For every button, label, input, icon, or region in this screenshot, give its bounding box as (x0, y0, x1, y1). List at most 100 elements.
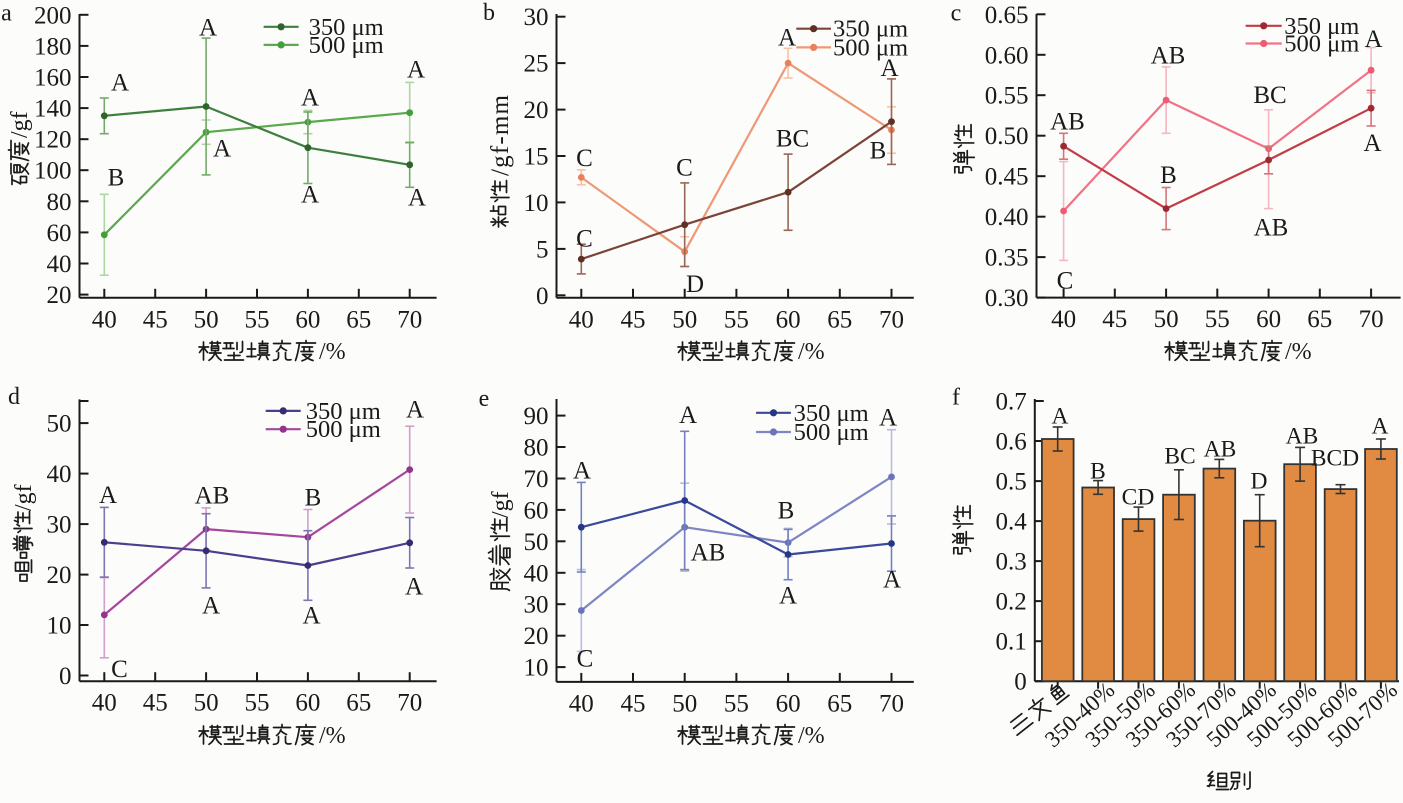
svg-text:BC: BC (1253, 82, 1286, 109)
svg-text:120: 120 (34, 127, 72, 154)
svg-text:AB: AB (195, 483, 230, 510)
svg-text:80: 80 (47, 189, 72, 216)
svg-text:0.6: 0.6 (996, 429, 1027, 456)
svg-text:0: 0 (1014, 669, 1027, 696)
svg-text:0.45: 0.45 (985, 164, 1029, 191)
svg-text:0: 0 (59, 663, 72, 690)
svg-text:60: 60 (776, 306, 801, 333)
svg-text:e: e (479, 386, 490, 412)
svg-text:50: 50 (194, 306, 219, 333)
svg-text:60: 60 (295, 306, 320, 333)
svg-text:A: A (405, 574, 423, 601)
svg-text:A: A (883, 567, 901, 594)
svg-text:A: A (111, 70, 129, 97)
svg-text:A: A (778, 25, 796, 52)
svg-text:0.65: 0.65 (985, 2, 1029, 29)
svg-text:CD: CD (1122, 485, 1155, 511)
svg-text:A: A (301, 182, 319, 209)
svg-text:140: 140 (34, 96, 72, 123)
svg-text:0.55: 0.55 (985, 83, 1029, 110)
svg-text:70: 70 (879, 690, 904, 717)
svg-text:A: A (99, 482, 117, 509)
svg-text:40: 40 (92, 306, 117, 333)
svg-text:45: 45 (621, 306, 646, 333)
svg-text:50: 50 (672, 690, 697, 717)
svg-text:A: A (302, 603, 320, 630)
svg-text:5: 5 (536, 236, 549, 263)
svg-text:B: B (778, 498, 795, 525)
svg-text:50: 50 (47, 411, 72, 438)
svg-text:70: 70 (1359, 306, 1384, 333)
svg-text:BCD: BCD (1311, 446, 1359, 472)
svg-text:500 μm: 500 μm (833, 34, 908, 61)
svg-text:45: 45 (1102, 306, 1127, 333)
svg-text:500 μm: 500 μm (306, 416, 381, 443)
svg-text:50: 50 (672, 306, 697, 333)
svg-text:65: 65 (1307, 306, 1332, 333)
svg-text:b: b (483, 0, 495, 26)
svg-text:60: 60 (47, 220, 72, 247)
svg-text:350 μm: 350 μm (1284, 13, 1359, 40)
svg-text:A: A (407, 57, 425, 84)
svg-text:20: 20 (47, 562, 72, 589)
svg-text:60: 60 (295, 690, 320, 717)
svg-text:65: 65 (827, 306, 852, 333)
svg-text:40: 40 (1051, 306, 1076, 333)
svg-text:C: C (676, 155, 693, 182)
svg-text:50: 50 (1154, 306, 1179, 333)
svg-text:AB: AB (1254, 215, 1289, 242)
svg-text:0.1: 0.1 (996, 629, 1027, 656)
svg-text:A: A (573, 458, 591, 485)
svg-text:C: C (111, 656, 128, 683)
svg-text:A: A (779, 583, 797, 610)
svg-text:90: 90 (524, 403, 549, 430)
svg-text:AB: AB (1286, 424, 1319, 450)
svg-text:70: 70 (524, 466, 549, 493)
svg-text:d: d (8, 384, 20, 410)
svg-text:B: B (1090, 459, 1106, 485)
svg-text:20: 20 (524, 623, 549, 650)
svg-text:70: 70 (879, 306, 904, 333)
svg-text:A: A (408, 185, 426, 212)
svg-text:A: A (880, 55, 898, 82)
svg-text:C: C (1057, 268, 1074, 295)
svg-text:25: 25 (524, 51, 549, 78)
svg-text:65: 65 (346, 690, 371, 717)
svg-text:f: f (952, 385, 960, 411)
svg-text:D: D (686, 271, 704, 298)
svg-text:/%: /% (1285, 339, 1312, 365)
svg-text:A: A (213, 136, 231, 163)
svg-text:0.30: 0.30 (985, 285, 1029, 312)
svg-text:/%: /% (798, 339, 825, 365)
svg-text:15: 15 (524, 144, 549, 171)
svg-text:40: 40 (92, 690, 117, 717)
svg-text:30: 30 (524, 4, 549, 31)
svg-text:50: 50 (524, 529, 549, 556)
svg-text:C: C (576, 145, 593, 172)
svg-text:500 μm: 500 μm (1284, 31, 1359, 58)
svg-text:60: 60 (1256, 306, 1281, 333)
svg-text:160: 160 (34, 65, 72, 92)
svg-text:A: A (679, 402, 697, 429)
svg-text:200: 200 (34, 2, 72, 29)
svg-text:A: A (1372, 414, 1389, 440)
svg-text:500 μm: 500 μm (309, 32, 384, 59)
svg-text:40: 40 (47, 461, 72, 488)
svg-text:0.50: 0.50 (985, 123, 1029, 150)
svg-text:/gf-mm: /gf-mm (487, 94, 514, 176)
svg-text:BC: BC (776, 126, 809, 153)
svg-text:60: 60 (524, 497, 549, 524)
svg-text:100: 100 (34, 158, 72, 185)
svg-text:B: B (870, 138, 887, 165)
svg-text:55: 55 (724, 306, 749, 333)
svg-text:A: A (1364, 26, 1382, 53)
svg-text:C: C (577, 646, 594, 673)
svg-text:AB: AB (1204, 437, 1237, 463)
svg-text:A: A (406, 397, 424, 424)
svg-text:a: a (1, 0, 12, 26)
svg-text:AB: AB (691, 540, 726, 567)
svg-text:/gf: /gf (7, 111, 33, 138)
svg-text:10: 10 (524, 655, 549, 682)
svg-text:500 μm: 500 μm (794, 419, 869, 446)
svg-text:0.35: 0.35 (985, 245, 1029, 272)
